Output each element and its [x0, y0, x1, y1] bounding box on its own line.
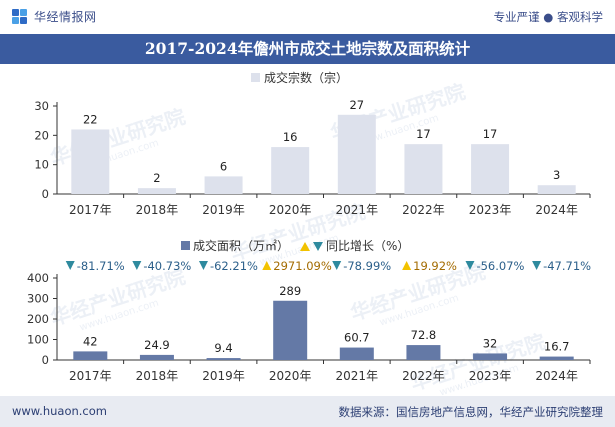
yoy-label: 19.92%: [413, 259, 457, 273]
bar-count: [337, 114, 376, 194]
yoy-label: -56.07%: [476, 259, 524, 273]
bar-area: [339, 347, 374, 360]
footer-site-link[interactable]: www.huaon.com: [12, 404, 107, 418]
y-tick-label: 0: [42, 353, 49, 367]
brand[interactable]: 华经情报网: [12, 8, 97, 25]
x-tick-label: 2021年: [336, 369, 379, 383]
x-tick-label: 2018年: [136, 369, 179, 383]
bar-area: [473, 353, 508, 360]
slogan: 专业严谨 ● 客观科学: [493, 10, 603, 24]
data-label-count: 6: [220, 159, 227, 173]
x-tick-label: 2020年: [269, 369, 312, 383]
data-label-count: 17: [416, 127, 431, 141]
legend-swatch-count: [251, 73, 260, 82]
x-tick-label: 2022年: [402, 203, 445, 217]
y-tick-label: 20: [34, 128, 49, 142]
x-tick-label: 2020年: [269, 203, 312, 217]
yoy-down-triangle-icon: [198, 261, 208, 270]
data-label-area: 24.9: [144, 338, 170, 352]
legend-label-count: 成交宗数（宗）: [264, 70, 348, 85]
y-tick-label: 200: [27, 312, 49, 326]
land-area-chart: 成交面积（万㎡） 同比增长（%） -81.71% -40.73% -62.21% 2971…: [27, 238, 591, 383]
bar-area: [73, 351, 108, 360]
bar-area: [206, 358, 241, 360]
top-bar: 华经情报网 专业严谨 ● 客观科学: [0, 0, 615, 34]
data-label-area: 9.4: [214, 341, 232, 355]
chart-canvas: 华经产业研究院www.huaon.com华经产业研究院www.huaon.com…: [27, 70, 591, 396]
x-tick-label: 2017年: [69, 203, 112, 217]
yoy-label: -62.21%: [210, 259, 258, 273]
y-tick-label: 100: [27, 333, 49, 347]
yoy-label: -47.71%: [543, 259, 591, 273]
bar-area: [539, 356, 574, 360]
title-bar: 2017-2024年儋州市成交土地宗数及面积统计: [0, 34, 615, 64]
data-label-area: 42: [83, 334, 98, 348]
x-tick-label: 2024年: [535, 203, 578, 217]
bar-count: [471, 144, 510, 194]
x-tick-label: 2022年: [402, 369, 445, 383]
footer-source: 数据来源：国信房地产信息网，华经产业研究院整理: [338, 405, 604, 419]
data-label-count: 17: [483, 127, 498, 141]
bar-area: [139, 354, 174, 360]
yoy-label: -78.99%: [343, 259, 391, 273]
yoy-down-triangle-icon: [132, 261, 142, 270]
yoy-up-triangle-icon: [262, 261, 272, 270]
data-label-area: 289: [279, 284, 301, 298]
data-label-count: 3: [553, 168, 560, 182]
data-label-count: 16: [283, 130, 298, 144]
x-tick-label: 2018年: [136, 203, 179, 217]
x-tick-label: 2017年: [69, 369, 112, 383]
bar-count: [271, 147, 310, 194]
data-label-area: 32: [483, 336, 498, 350]
bar-count: [204, 176, 243, 194]
yoy-up-triangle-icon: [402, 261, 412, 270]
y-tick-label: 300: [27, 292, 49, 306]
yoy-down-triangle-icon: [465, 261, 475, 270]
brand-logo-icon: [12, 8, 28, 25]
bar-area: [273, 300, 308, 360]
y-tick-label: 400: [27, 271, 49, 285]
data-label-area: 72.8: [411, 328, 437, 342]
x-tick-label: 2019年: [202, 369, 245, 383]
y-tick-label: 30: [34, 99, 49, 113]
y-tick-label: 0: [42, 187, 49, 201]
data-label-count: 2: [153, 171, 160, 185]
legend-label-yoy: 同比增长（%）: [326, 239, 409, 253]
data-label-area: 60.7: [344, 331, 370, 345]
x-tick-label: 2024年: [535, 369, 578, 383]
land-count-chart: 成交宗数（宗） 0 10 20 30 22 2017年 2 2018年 6 2019年 16 2020年…: [34, 70, 591, 217]
x-tick-label: 2023年: [469, 369, 512, 383]
chart-title: 2017-2024年儋州市成交土地宗数及面积统计: [144, 39, 471, 58]
x-tick-label: 2019年: [202, 203, 245, 217]
bar-area: [406, 345, 441, 360]
x-tick-label: 2023年: [469, 203, 512, 217]
bar-count: [71, 129, 110, 194]
legend-label-area: 成交面积（万㎡）: [193, 238, 289, 253]
yoy-down-triangle-icon: [332, 261, 342, 270]
data-label-count: 22: [83, 112, 98, 126]
yoy-down-triangle-icon: [65, 261, 75, 270]
footer: www.huaon.com 数据来源：国信房地产信息网，华经产业研究院整理: [0, 396, 615, 427]
data-label-count: 27: [349, 98, 364, 112]
bar-count: [537, 185, 576, 194]
legend-down-triangle-icon: [313, 242, 323, 251]
yoy-label: -40.73%: [143, 259, 191, 273]
yoy-label: -81.71%: [77, 259, 125, 273]
data-label-area: 16.7: [544, 340, 570, 354]
bar-count: [137, 188, 176, 194]
bar-count: [404, 144, 443, 194]
legend-up-triangle-icon: [300, 242, 310, 251]
yoy-label: 2971.09%: [273, 259, 332, 273]
x-tick-label: 2021年: [336, 203, 379, 217]
y-tick-label: 10: [34, 158, 49, 172]
yoy-down-triangle-icon: [532, 261, 542, 270]
brand-name: 华经情报网: [34, 10, 97, 24]
legend-swatch-area: [181, 241, 190, 250]
